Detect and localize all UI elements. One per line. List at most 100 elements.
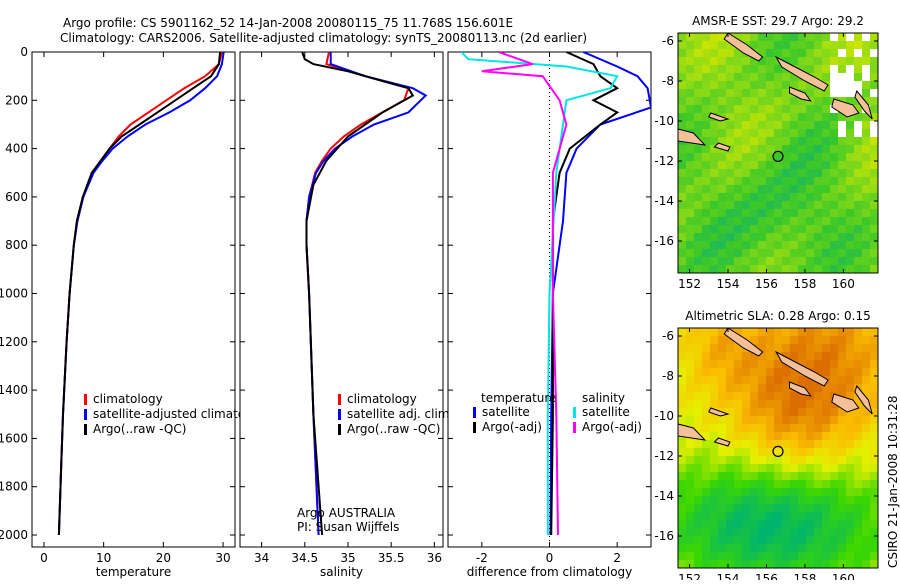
map-cell — [710, 376, 719, 385]
map-cell — [758, 560, 767, 569]
map-cell — [710, 472, 719, 481]
map-cell — [870, 416, 879, 425]
map-cell — [774, 496, 783, 505]
map-cell — [702, 480, 711, 489]
map-cell — [798, 376, 807, 385]
map-cell — [766, 57, 775, 66]
map-cell — [718, 185, 727, 194]
map-cell — [870, 217, 879, 226]
map-cell — [838, 169, 847, 178]
map-cell — [726, 336, 735, 345]
map-cell — [798, 448, 807, 457]
map-cell — [750, 153, 759, 162]
map-cell — [750, 552, 759, 561]
map-cell — [862, 113, 871, 122]
map-cell — [854, 113, 863, 122]
map-cell — [686, 464, 695, 473]
map-cell — [694, 265, 703, 274]
map-cell — [782, 432, 791, 441]
map-cell — [694, 41, 703, 50]
map-cell — [854, 560, 863, 569]
map-cell — [846, 57, 855, 66]
map-cell — [854, 464, 863, 473]
map-cell — [798, 185, 807, 194]
map-cell — [782, 472, 791, 481]
map-cell — [766, 328, 775, 337]
map-cell — [774, 488, 783, 497]
map-cell — [822, 392, 831, 401]
map-cell — [806, 225, 815, 234]
map-cell — [838, 424, 847, 433]
map-cell — [734, 536, 743, 545]
map-cell — [862, 129, 871, 138]
map-cell — [774, 544, 783, 553]
map-cell — [718, 89, 727, 98]
map-cell — [766, 129, 775, 138]
map-cell — [838, 544, 847, 553]
legend-label: satellite — [582, 405, 630, 419]
map-cell — [718, 432, 727, 441]
map-cell — [718, 129, 727, 138]
map-cell — [806, 65, 815, 74]
y-tick-label: 1200 — [0, 335, 28, 349]
map-cell — [830, 424, 839, 433]
map-cell — [694, 392, 703, 401]
map-cell — [694, 400, 703, 409]
map-cell — [862, 249, 871, 258]
map-cell — [750, 257, 759, 266]
map-cell — [694, 209, 703, 218]
map-cell — [806, 33, 815, 42]
map-cell — [734, 81, 743, 90]
map-cell — [822, 512, 831, 521]
map-cell — [798, 488, 807, 497]
map-cell — [822, 416, 831, 425]
map-cell — [838, 145, 847, 154]
map-cell — [694, 97, 703, 106]
map-cell — [782, 336, 791, 345]
map-cell — [718, 344, 727, 353]
map-cell — [862, 416, 871, 425]
map-cell — [822, 97, 831, 106]
map-cell — [846, 81, 855, 90]
map-cell — [870, 464, 879, 473]
map-cell — [702, 528, 711, 537]
map-cell — [846, 73, 855, 82]
island-outline — [713, 142, 731, 152]
map-cell — [750, 392, 759, 401]
map-cell — [806, 233, 815, 242]
x-tick-label: 152 — [678, 277, 701, 291]
map-cell — [806, 488, 815, 497]
map-cell — [734, 440, 743, 449]
map-cell — [750, 376, 759, 385]
map-cell — [814, 177, 823, 186]
map-cell — [694, 241, 703, 250]
x-tick-label: 35 — [340, 551, 355, 565]
map-cell — [726, 416, 735, 425]
map-cell — [694, 376, 703, 385]
map-cell — [806, 352, 815, 361]
map-cell — [734, 328, 743, 337]
x-axis-label: temperature — [96, 565, 171, 579]
y-tick-label: -10 — [654, 114, 674, 128]
map-cell — [790, 560, 799, 569]
map-cell — [822, 384, 831, 393]
map-cell — [710, 416, 719, 425]
map-cell — [742, 464, 751, 473]
map-cell — [750, 440, 759, 449]
map-cell — [782, 57, 791, 66]
map-cell — [822, 113, 831, 122]
map-cell — [862, 217, 871, 226]
map-cell — [814, 544, 823, 553]
map-cell — [854, 544, 863, 553]
map-cell — [790, 73, 799, 82]
map-cell — [758, 265, 767, 274]
argo-location-marker — [772, 445, 784, 457]
map-cell — [710, 57, 719, 66]
map-cell — [822, 480, 831, 489]
map-cell — [830, 480, 839, 489]
map-cell — [814, 161, 823, 170]
map-cell — [726, 456, 735, 465]
map-cell — [798, 257, 807, 266]
map-cell — [822, 456, 831, 465]
map-cell — [854, 448, 863, 457]
